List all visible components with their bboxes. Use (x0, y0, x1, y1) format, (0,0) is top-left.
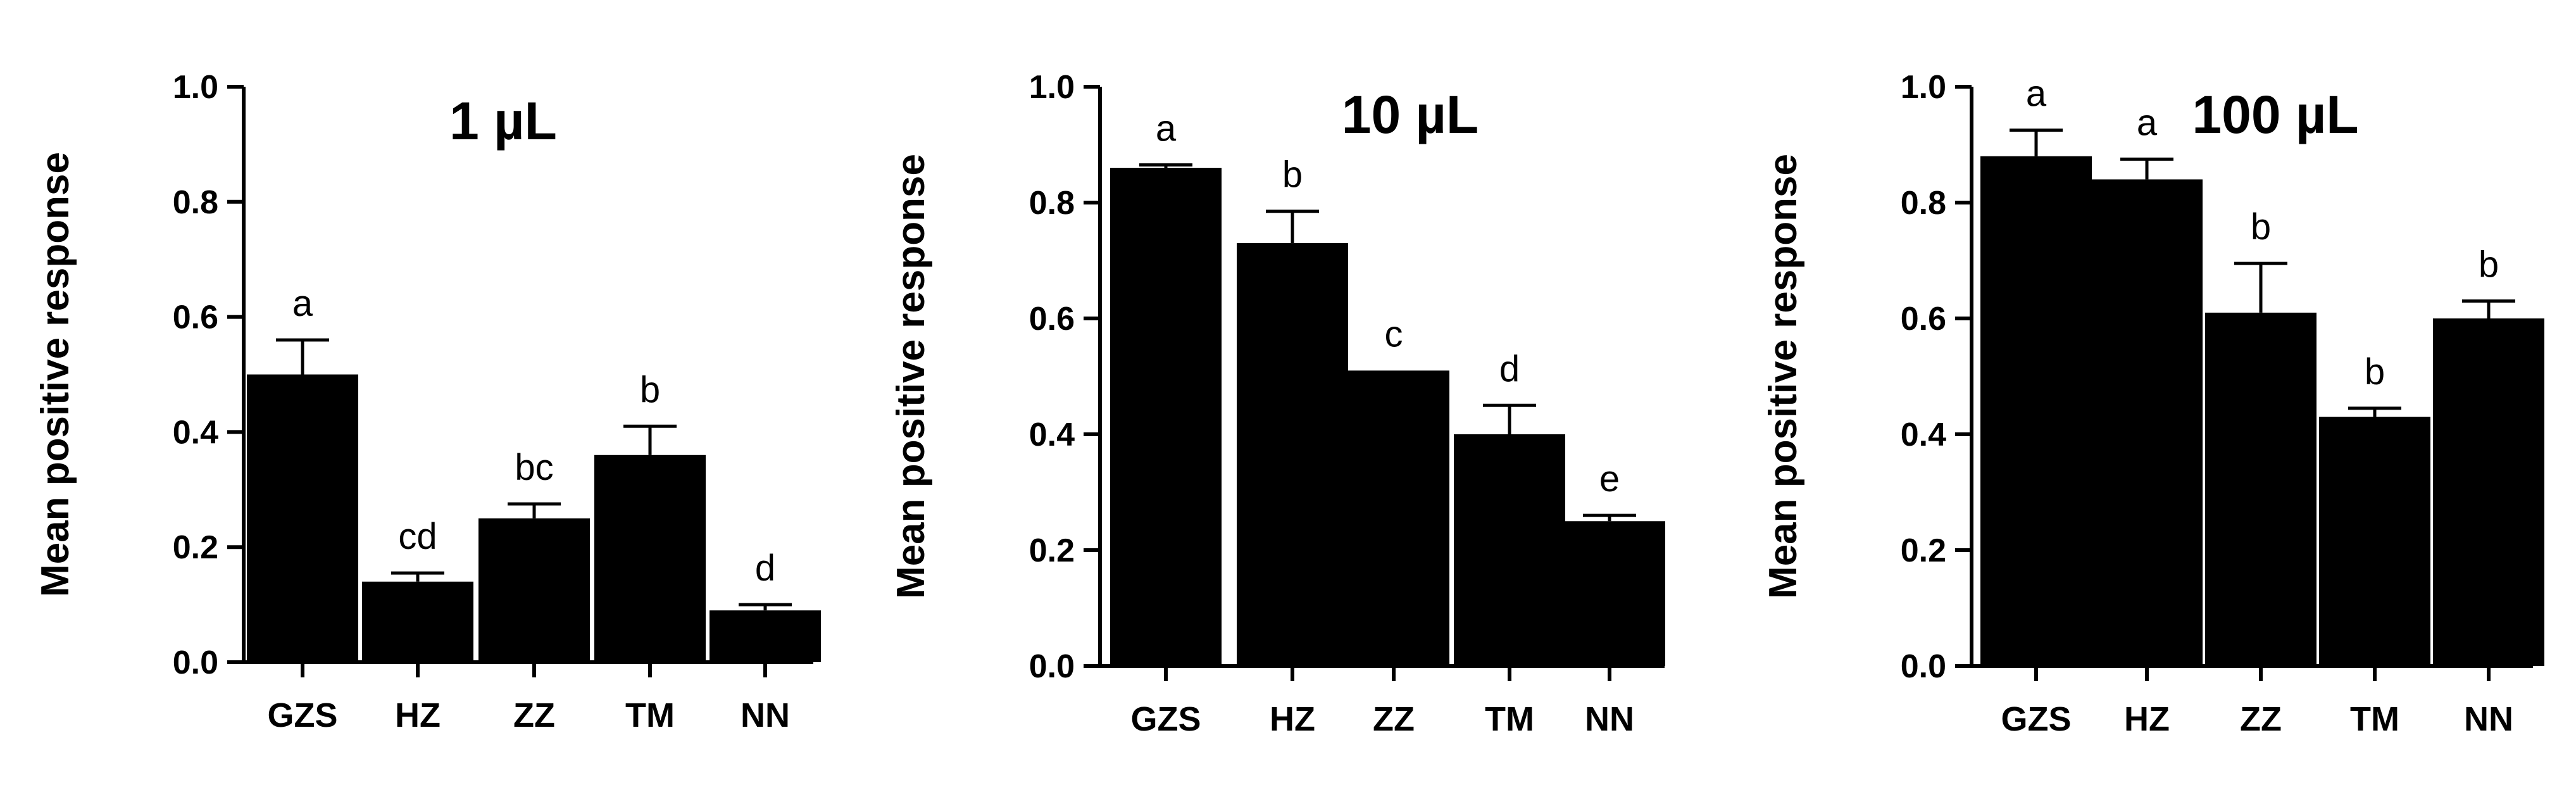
bar (2319, 417, 2430, 666)
x-tick-label: TM (625, 696, 675, 734)
y-tick-label: 0.6 (173, 299, 218, 336)
y-tick-label: 0.8 (173, 184, 218, 221)
y-tick-label: 1.0 (1901, 69, 1946, 106)
chart-panel-2: 10 µL Mean positive response 0.0 0.2 0.4 0.6 0… (889, 69, 1665, 738)
x-tick-label: GZS (267, 696, 337, 734)
chart-title: 10 µL (1342, 85, 1479, 144)
chart-title: 1 µL (449, 91, 557, 151)
x-tick-label: NN (2464, 700, 2513, 738)
x-tick-label: HZ (2124, 700, 2170, 738)
bar (478, 518, 590, 662)
y-axis-label: Mean positive response (34, 152, 77, 597)
chart-panel-1: 1 µL Mean positive response 0.0 0.2 0.4 0.6 0.… (34, 69, 821, 734)
significance-letter: a (2137, 102, 2158, 143)
x-tick-label: HZ (395, 696, 441, 734)
x-tick-label: GZS (2001, 700, 2071, 738)
bar (710, 610, 821, 662)
bar (2433, 318, 2544, 666)
bar (594, 455, 706, 662)
x-tick-label: HZ (1270, 700, 1315, 738)
significance-letter: d (755, 548, 775, 589)
bar (1110, 168, 1222, 667)
y-tick-label: 0.2 (1901, 532, 1946, 569)
chart-title: 100 µL (2192, 85, 2358, 144)
bar (247, 374, 358, 662)
y-tick-label: 0.2 (1029, 532, 1075, 569)
y-tick-label: 0.4 (173, 414, 218, 451)
x-tick-label: ZZ (1373, 700, 1415, 738)
chart-panel-3: 100 µL Mean positive response 0.0 0.2 0.4 0.6… (1761, 69, 2544, 738)
significance-letter: e (1599, 458, 1620, 499)
significance-letter: b (2479, 244, 2499, 286)
bar (1554, 521, 1665, 666)
y-axis-label: Mean positive response (1761, 154, 1805, 599)
x-tick-label: NN (1585, 700, 1634, 738)
x-tick-label: ZZ (2240, 700, 2282, 738)
y-axis-label: Mean positive response (889, 154, 933, 599)
significance-letter: a (1156, 108, 1177, 149)
significance-letter: cd (398, 516, 437, 557)
y-tick-label: 0.6 (1029, 301, 1075, 337)
bar (362, 581, 473, 662)
y-tick-label: 0.6 (1901, 301, 1946, 337)
y-tick-label: 0.4 (1029, 417, 1075, 453)
significance-letter: d (1499, 348, 1520, 389)
y-tick-label: 0.4 (1901, 417, 1946, 453)
bar (1237, 243, 1348, 666)
bar (1980, 156, 2092, 667)
bar (1454, 434, 1565, 666)
significance-letter: b (640, 369, 660, 410)
x-tick-label: GZS (1130, 700, 1201, 738)
significance-letter: c (1385, 313, 1403, 355)
y-tick-label: 0.8 (1029, 185, 1075, 222)
bar (1338, 370, 1449, 666)
y-tick-label: 0.2 (173, 529, 218, 566)
significance-letter: a (2026, 73, 2047, 115)
significance-letter: b (2365, 351, 2385, 393)
bar (2205, 312, 2317, 667)
significance-letter: b (2251, 206, 2271, 248)
x-tick-label: NN (741, 696, 790, 734)
y-tick-label: 0.0 (1901, 648, 1946, 685)
bar (2091, 179, 2203, 666)
y-tick-label: 1.0 (1029, 69, 1075, 106)
significance-letter: a (292, 283, 313, 324)
y-tick-label: 0.0 (173, 644, 218, 681)
x-tick-label: TM (2350, 700, 2399, 738)
significance-letter: bc (515, 447, 553, 488)
chart-panels: 1 µL Mean positive response 0.0 0.2 0.4 0.6 0.… (34, 69, 2544, 738)
x-tick-label: ZZ (513, 696, 555, 734)
y-tick-label: 0.8 (1901, 185, 1946, 222)
significance-letter: b (1282, 154, 1303, 196)
y-tick-label: 1.0 (173, 69, 218, 106)
x-tick-label: TM (1485, 700, 1534, 738)
y-tick-label: 0.0 (1029, 648, 1075, 685)
